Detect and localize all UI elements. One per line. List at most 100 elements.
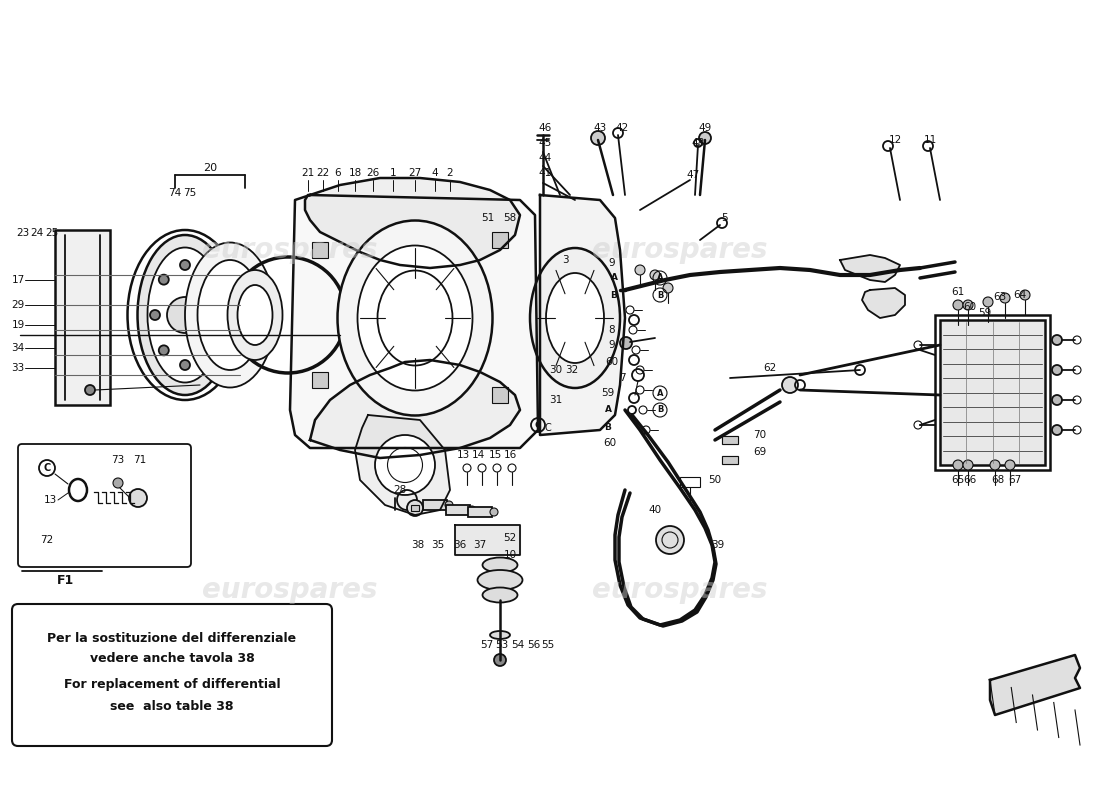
Text: 24: 24 bbox=[31, 228, 44, 238]
Bar bbox=[722, 456, 738, 464]
Text: 73: 73 bbox=[111, 455, 124, 465]
Bar bbox=[722, 436, 738, 444]
Text: 8: 8 bbox=[608, 325, 615, 335]
Text: 44: 44 bbox=[538, 153, 551, 163]
Ellipse shape bbox=[546, 273, 604, 363]
Circle shape bbox=[620, 337, 632, 349]
Text: 51: 51 bbox=[482, 213, 495, 223]
Ellipse shape bbox=[338, 221, 493, 415]
Polygon shape bbox=[355, 415, 450, 515]
Circle shape bbox=[210, 310, 220, 320]
Ellipse shape bbox=[198, 260, 263, 370]
Circle shape bbox=[85, 385, 95, 395]
Bar bbox=[935, 315, 1050, 470]
Text: 25: 25 bbox=[45, 228, 58, 238]
Circle shape bbox=[962, 300, 974, 310]
FancyBboxPatch shape bbox=[12, 604, 332, 746]
Circle shape bbox=[446, 501, 453, 509]
Circle shape bbox=[180, 260, 190, 270]
Text: 59: 59 bbox=[978, 308, 991, 318]
Circle shape bbox=[1052, 395, 1062, 405]
Text: 10: 10 bbox=[504, 550, 517, 560]
Circle shape bbox=[591, 131, 605, 145]
Text: A: A bbox=[657, 274, 663, 282]
Text: 34: 34 bbox=[11, 343, 24, 353]
Text: 45: 45 bbox=[538, 138, 551, 148]
Text: 15: 15 bbox=[488, 450, 502, 460]
Text: eurospares: eurospares bbox=[202, 236, 377, 264]
Text: 62: 62 bbox=[763, 363, 777, 373]
Text: 56: 56 bbox=[527, 640, 540, 650]
Text: 54: 54 bbox=[512, 640, 525, 650]
Circle shape bbox=[635, 265, 645, 275]
Text: 75: 75 bbox=[184, 188, 197, 198]
Ellipse shape bbox=[375, 435, 434, 495]
Text: 22: 22 bbox=[317, 168, 330, 178]
Text: 27: 27 bbox=[408, 168, 421, 178]
Text: 20: 20 bbox=[202, 163, 217, 173]
Polygon shape bbox=[840, 255, 900, 282]
Polygon shape bbox=[862, 288, 905, 318]
Text: Per la sostituzione del differenziale: Per la sostituzione del differenziale bbox=[47, 632, 297, 645]
Text: 29: 29 bbox=[11, 300, 24, 310]
Text: 30: 30 bbox=[549, 365, 562, 375]
Text: A: A bbox=[657, 389, 663, 398]
Text: see  also table 38: see also table 38 bbox=[110, 700, 233, 713]
Text: eurospares: eurospares bbox=[592, 576, 768, 604]
Text: eurospares: eurospares bbox=[592, 236, 768, 264]
Circle shape bbox=[490, 508, 498, 516]
Circle shape bbox=[953, 300, 962, 310]
Ellipse shape bbox=[147, 247, 222, 382]
Text: 64: 64 bbox=[1013, 290, 1026, 300]
Text: eurospares: eurospares bbox=[202, 576, 377, 604]
Circle shape bbox=[983, 297, 993, 307]
Ellipse shape bbox=[185, 242, 275, 387]
Text: 40: 40 bbox=[648, 505, 661, 515]
Text: 36: 36 bbox=[453, 540, 466, 550]
Circle shape bbox=[953, 460, 962, 470]
Circle shape bbox=[1020, 290, 1030, 300]
Text: 74: 74 bbox=[168, 188, 182, 198]
Text: B: B bbox=[605, 423, 612, 433]
Text: vedere anche tavola 38: vedere anche tavola 38 bbox=[89, 652, 254, 665]
Text: 60: 60 bbox=[964, 302, 977, 312]
Text: C: C bbox=[544, 423, 551, 433]
Text: 41: 41 bbox=[538, 168, 551, 178]
Text: 67: 67 bbox=[1009, 475, 1022, 485]
Text: 17: 17 bbox=[11, 275, 24, 285]
Bar bbox=[411, 505, 419, 511]
Circle shape bbox=[1052, 425, 1062, 435]
Text: 69: 69 bbox=[754, 447, 767, 457]
Text: 53: 53 bbox=[495, 640, 508, 650]
Ellipse shape bbox=[483, 558, 517, 573]
Bar bbox=[680, 477, 700, 487]
Text: 23: 23 bbox=[16, 228, 30, 238]
Text: A: A bbox=[610, 274, 617, 282]
Bar bbox=[468, 507, 492, 517]
Text: 7: 7 bbox=[618, 373, 625, 383]
Circle shape bbox=[1005, 460, 1015, 470]
Text: F1: F1 bbox=[56, 574, 74, 587]
Text: B: B bbox=[657, 406, 663, 414]
Ellipse shape bbox=[530, 248, 620, 388]
Text: 46: 46 bbox=[538, 123, 551, 133]
Circle shape bbox=[962, 460, 974, 470]
Text: 9: 9 bbox=[608, 340, 615, 350]
Text: 70: 70 bbox=[754, 430, 767, 440]
Circle shape bbox=[201, 346, 211, 355]
Polygon shape bbox=[310, 360, 520, 458]
Circle shape bbox=[129, 489, 147, 507]
Text: A: A bbox=[605, 406, 612, 414]
Circle shape bbox=[158, 274, 168, 285]
Ellipse shape bbox=[358, 246, 473, 390]
Text: 2: 2 bbox=[447, 168, 453, 178]
Circle shape bbox=[150, 310, 160, 320]
Text: C: C bbox=[535, 421, 541, 430]
Ellipse shape bbox=[228, 270, 283, 360]
Circle shape bbox=[407, 500, 424, 516]
Text: 18: 18 bbox=[349, 168, 362, 178]
Text: 55: 55 bbox=[541, 640, 554, 650]
Text: 49: 49 bbox=[698, 123, 712, 133]
Bar bbox=[55, 230, 110, 405]
Bar bbox=[940, 320, 1045, 465]
